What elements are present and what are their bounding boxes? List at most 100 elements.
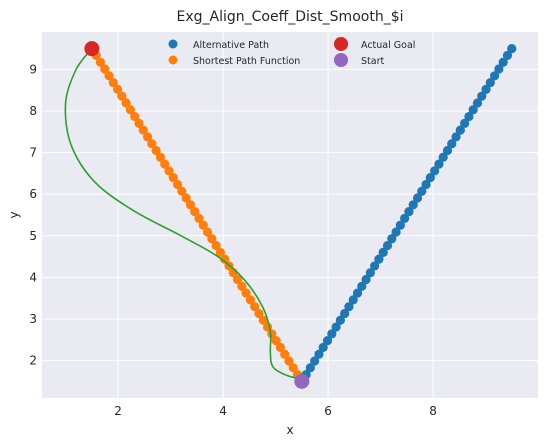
x-tick-label: 8 bbox=[429, 404, 437, 418]
data-point bbox=[310, 356, 320, 366]
data-point bbox=[331, 322, 341, 332]
x-axis-label: x bbox=[286, 423, 293, 437]
data-point bbox=[237, 281, 247, 291]
data-point bbox=[190, 207, 200, 217]
data-point bbox=[318, 342, 328, 353]
data-point bbox=[121, 98, 131, 108]
data-point bbox=[481, 84, 491, 94]
data-point bbox=[215, 247, 226, 257]
smooth-path-line bbox=[64, 48, 303, 381]
grid-lines bbox=[42, 32, 538, 398]
data-point bbox=[194, 213, 204, 223]
legend-item: Shortest Path Function bbox=[168, 55, 300, 67]
data-point bbox=[100, 64, 110, 74]
data-point bbox=[271, 336, 281, 346]
data-point bbox=[412, 193, 423, 203]
data-point bbox=[275, 342, 285, 353]
data-point bbox=[344, 302, 354, 312]
data-point bbox=[357, 281, 367, 291]
series-shortest-path-function bbox=[87, 44, 307, 386]
data-point bbox=[472, 98, 483, 108]
y-tick-label: 7 bbox=[29, 146, 37, 160]
data-point bbox=[305, 363, 315, 373]
data-point bbox=[125, 105, 136, 115]
legend-item: Start bbox=[334, 53, 384, 67]
y-tick-label: 3 bbox=[29, 312, 37, 326]
legend-item: Alternative Path bbox=[168, 39, 269, 51]
data-point bbox=[155, 152, 166, 162]
legend-swatch bbox=[168, 39, 178, 49]
data-point bbox=[172, 179, 183, 190]
y-tick-label: 5 bbox=[29, 229, 37, 243]
data-point bbox=[442, 145, 453, 156]
data-point bbox=[430, 166, 440, 176]
data-point bbox=[220, 254, 230, 264]
y-tick-label: 9 bbox=[29, 62, 37, 76]
data-point bbox=[322, 336, 333, 346]
data-point bbox=[387, 234, 397, 244]
data-point bbox=[314, 349, 324, 359]
legend-label: Alternative Path bbox=[193, 40, 269, 51]
data-point bbox=[378, 247, 388, 257]
data-point bbox=[434, 159, 444, 169]
data-point bbox=[460, 118, 470, 128]
y-axis-label: y bbox=[7, 211, 21, 218]
data-point bbox=[288, 363, 298, 373]
data-point bbox=[198, 220, 208, 230]
data-point bbox=[417, 186, 427, 196]
data-point bbox=[485, 77, 495, 88]
marker-actual-goal bbox=[84, 41, 100, 57]
data-point bbox=[284, 356, 294, 366]
legend-label: Start bbox=[361, 56, 384, 67]
data-point bbox=[207, 234, 217, 244]
data-point bbox=[502, 50, 513, 61]
data-point bbox=[438, 152, 448, 162]
data-point bbox=[361, 274, 371, 285]
data-point bbox=[232, 274, 243, 285]
data-point bbox=[202, 227, 213, 237]
y-tick-label: 8 bbox=[29, 104, 37, 118]
legend-item: Actual Goal bbox=[334, 37, 415, 51]
data-point bbox=[117, 91, 127, 101]
marker-start bbox=[294, 373, 310, 389]
data-point bbox=[498, 57, 508, 67]
data-point bbox=[335, 315, 345, 325]
data-point bbox=[130, 111, 140, 122]
data-point bbox=[147, 139, 157, 149]
data-point bbox=[348, 295, 358, 305]
legend-label: Shortest Path Function bbox=[193, 56, 300, 67]
data-point bbox=[138, 125, 148, 135]
data-point bbox=[267, 329, 277, 339]
x-tick-label: 2 bbox=[114, 404, 122, 418]
data-point bbox=[408, 200, 418, 210]
data-point bbox=[400, 213, 410, 223]
data-point bbox=[455, 125, 465, 135]
data-point bbox=[370, 261, 380, 271]
legend-swatch bbox=[334, 53, 348, 67]
data-point bbox=[447, 139, 457, 149]
legend: Alternative Path Shortest Path Function Ac… bbox=[168, 37, 415, 67]
y-tick-label: 6 bbox=[29, 187, 37, 201]
data-point bbox=[185, 200, 196, 210]
series-layer bbox=[64, 41, 517, 389]
data-point bbox=[211, 240, 221, 251]
data-point bbox=[425, 173, 435, 183]
data-point bbox=[490, 71, 500, 81]
data-point bbox=[468, 105, 478, 115]
legend-swatch bbox=[334, 37, 348, 51]
tick-labels: 2 4 6 8 2 3 4 5 6 7 8 9 bbox=[29, 62, 436, 418]
data-point bbox=[108, 77, 118, 88]
data-point bbox=[250, 302, 260, 312]
data-point bbox=[477, 91, 487, 101]
y-tick-label: 4 bbox=[29, 270, 37, 284]
data-point bbox=[241, 288, 251, 298]
data-point bbox=[104, 71, 114, 81]
data-point bbox=[134, 118, 144, 128]
data-point bbox=[464, 111, 474, 122]
data-point bbox=[340, 308, 350, 319]
data-point bbox=[391, 227, 401, 237]
data-point bbox=[404, 207, 414, 217]
data-point bbox=[494, 64, 504, 74]
data-point bbox=[365, 268, 375, 278]
